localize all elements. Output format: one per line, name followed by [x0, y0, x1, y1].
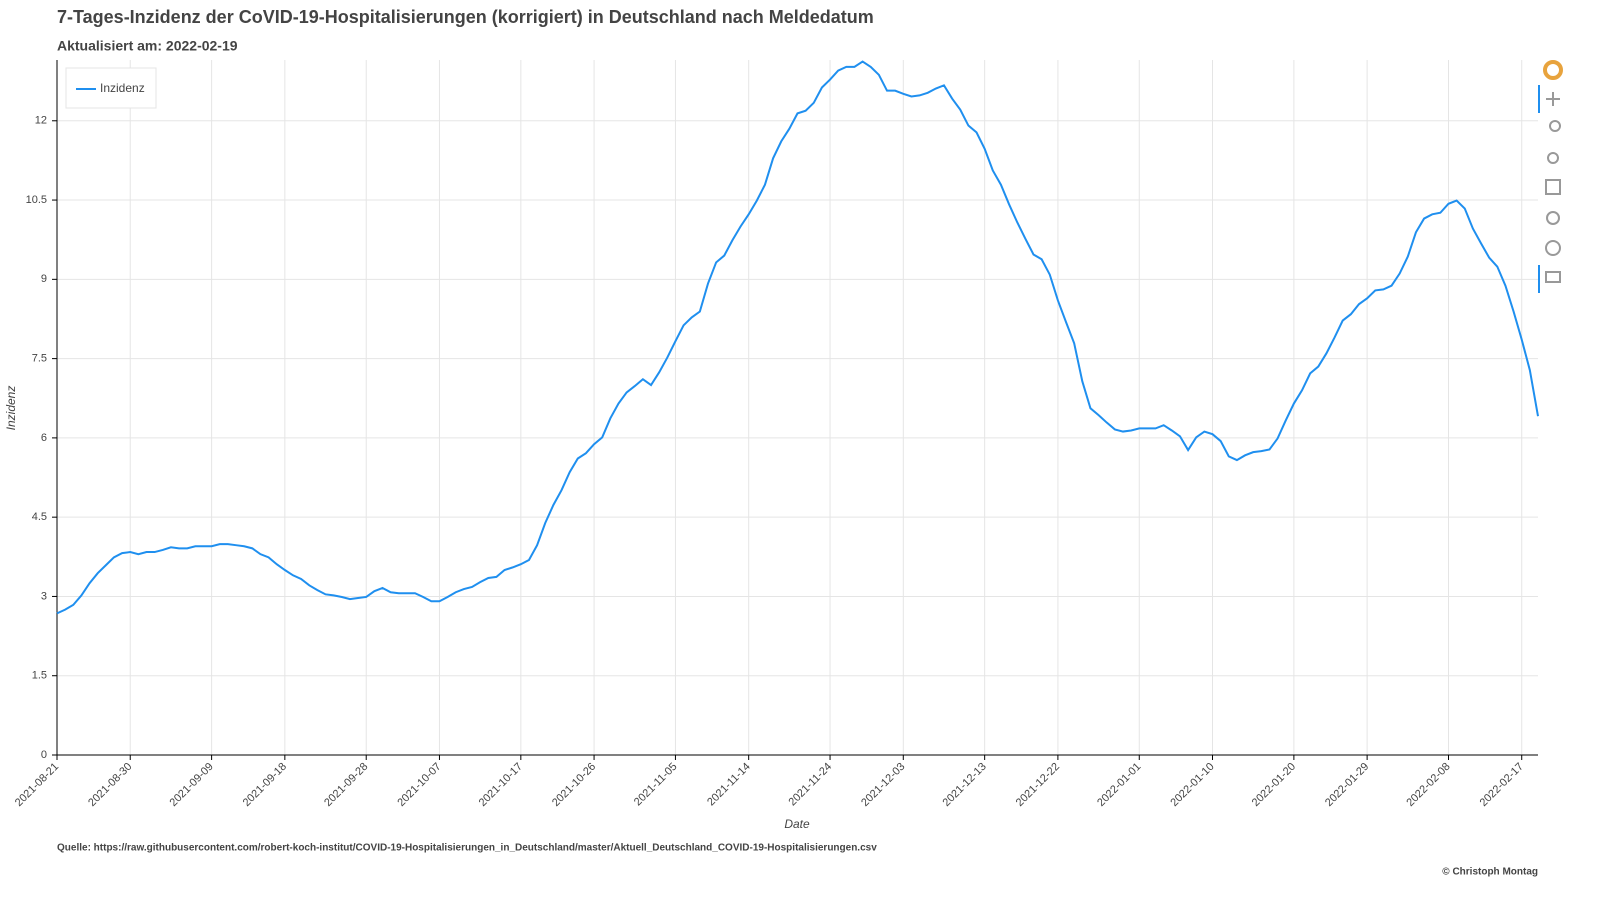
- legend-label: Inzidenz: [100, 81, 145, 95]
- x-tick-label: 2022-02-17: [1478, 761, 1526, 809]
- x-axis-label: Date: [784, 817, 810, 831]
- y-tick-label: 4.5: [32, 511, 47, 523]
- copyright: © Christoph Montag: [1442, 867, 1538, 878]
- save-tool[interactable]: [1545, 179, 1561, 195]
- legend: Inzidenz: [65, 67, 157, 109]
- x-tick-label: 2021-09-18: [241, 761, 289, 809]
- hover-tool[interactable]: [1545, 271, 1561, 283]
- chart-title: 7-Tages-Inzidenz der CoVID-19-Hospitalis…: [57, 7, 874, 27]
- reset-tool[interactable]: [1546, 211, 1560, 225]
- y-tick-label: 9: [41, 273, 47, 285]
- x-tick-label: 2021-11-24: [787, 761, 835, 809]
- toolbar: [1538, 60, 1563, 293]
- chart-subtitle: Aktualisiert am: 2022-02-19: [57, 38, 238, 54]
- y-axis-label: Inzidenz: [4, 386, 18, 431]
- source-note: Quelle: https://raw.githubusercontent.co…: [57, 843, 877, 854]
- data-line: [56, 60, 1539, 615]
- x-tick-label: 2021-10-07: [395, 761, 443, 809]
- x-tick-label: 2021-09-09: [168, 761, 216, 809]
- wheel-zoom-tool[interactable]: [1547, 152, 1559, 164]
- x-tick-label: 2021-11-05: [632, 761, 680, 809]
- help-tool[interactable]: [1545, 240, 1561, 256]
- box-zoom-tool[interactable]: [1549, 120, 1561, 132]
- y-tick-label: 10.5: [26, 194, 47, 206]
- y-tick-label: 0: [41, 749, 47, 761]
- x-tick-label: 2022-01-10: [1168, 761, 1216, 809]
- toolbar-logo: [1543, 60, 1563, 80]
- x-tick-label: 2022-01-29: [1323, 761, 1371, 809]
- x-tick-label: 2021-10-17: [477, 761, 525, 809]
- x-tick-label: 2022-01-01: [1095, 761, 1143, 809]
- x-tick-label: 2021-08-21: [13, 761, 61, 809]
- x-tick-label: 2022-02-08: [1404, 761, 1452, 809]
- pan-tool[interactable]: [1546, 92, 1560, 106]
- y-tick-label: 7.5: [32, 353, 47, 365]
- y-tick-label: 3: [41, 590, 47, 602]
- y-tick-label: 1.5: [32, 670, 47, 682]
- plot: [56, 60, 1539, 615]
- x-tick-label: 2021-09-28: [322, 761, 370, 809]
- y-tick-label: 12: [35, 115, 47, 127]
- y-tick-label: 6: [41, 432, 47, 444]
- x-tick-label: 2021-12-22: [1014, 761, 1062, 809]
- x-tick-label: 2022-01-20: [1250, 761, 1298, 809]
- grid: 0 1.5 3 4.5 6 7.5 9 10.5 12 2021-08-21 2021-08-30 2…: [13, 60, 1538, 809]
- x-tick-label: 2021-12-03: [859, 761, 907, 809]
- x-tick-label: 2021-10-26: [550, 761, 598, 809]
- x-tick-label: 2021-12-13: [941, 761, 989, 809]
- x-tick-label: 2021-08-30: [86, 761, 134, 809]
- x-tick-label: 2021-11-14: [705, 761, 753, 809]
